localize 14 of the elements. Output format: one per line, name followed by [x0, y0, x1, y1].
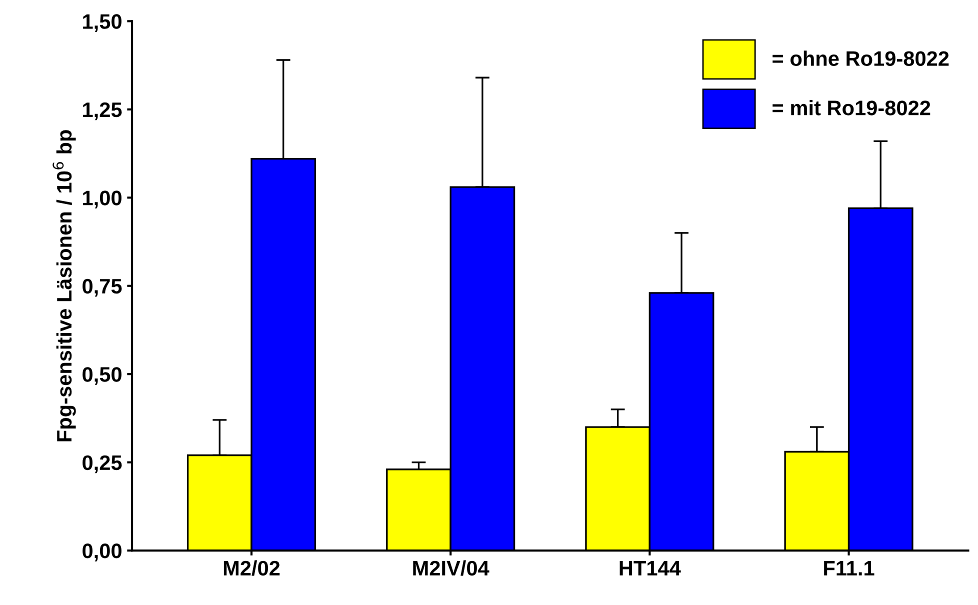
- y-tick-label: 0,75: [82, 278, 122, 297]
- y-tick-label: 0,50: [82, 367, 122, 385]
- legend-label: = mit Ro19-8022: [772, 100, 930, 116]
- y-axis-title: Fpg-sensitive Läsionen / 10$^{6}$ bp: [52, 130, 76, 442]
- x-tick-label: M2IV/04: [413, 560, 490, 576]
- y-tick-label: 1,50: [83, 14, 122, 32]
- x-tick-label: F11.1: [824, 561, 874, 576]
- y-tick-label: 1,25: [83, 102, 122, 120]
- x-tick-label: HT144: [620, 561, 681, 576]
- x-tick-label: M2/02: [224, 560, 280, 576]
- y-tick-label: 0,25: [82, 455, 122, 474]
- legend-label: = ohne Ro19-8022: [772, 50, 949, 66]
- y-tick-label: 1,00: [83, 190, 122, 208]
- y-tick-label: 0,00: [82, 544, 122, 562]
